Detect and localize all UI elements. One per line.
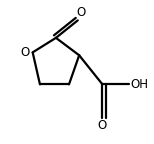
Text: O: O: [98, 119, 107, 132]
Text: O: O: [20, 46, 30, 59]
Text: OH: OH: [130, 78, 148, 91]
Text: O: O: [76, 6, 85, 19]
